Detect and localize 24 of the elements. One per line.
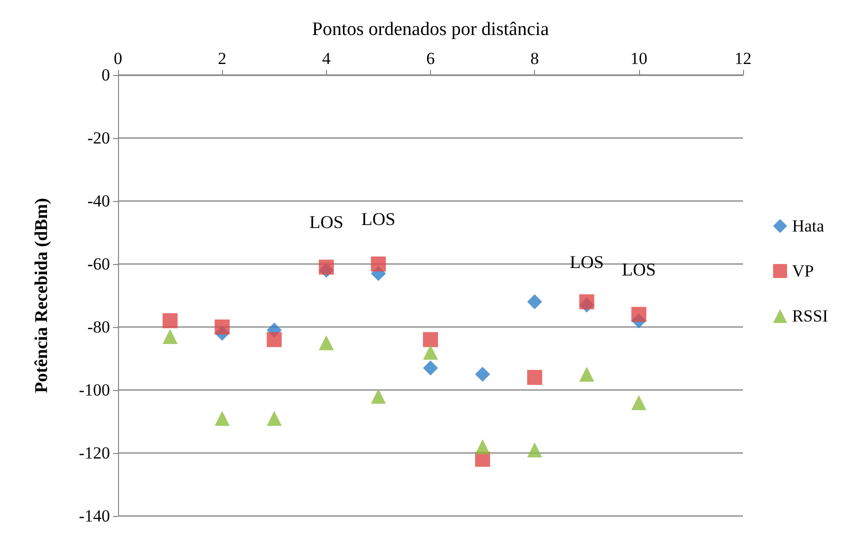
x-tick-label: 8 — [530, 49, 539, 68]
x-tick-label: 12 — [734, 49, 752, 68]
x-tick-label: 10 — [630, 49, 648, 68]
legend-label: Hata — [792, 216, 825, 236]
y-tick-label: -120 — [78, 444, 110, 462]
x-tick-label: 0 — [114, 49, 122, 68]
y-tick-label: -20 — [87, 128, 110, 148]
annotation: LOS — [570, 252, 604, 272]
x-tick-label: 2 — [218, 49, 226, 68]
annotation: LOS — [622, 259, 656, 280]
annotation: LOS — [361, 209, 396, 229]
x-tick-label: 6 — [426, 49, 435, 68]
annotation: LOS — [309, 212, 344, 232]
y-tick-label: -80 — [87, 318, 110, 336]
legend-label: VP — [792, 262, 814, 280]
x-axis-title: Pontos ordenados por distância — [312, 19, 550, 40]
y-tick-label: 0 — [102, 66, 110, 84]
y-tick-label: -140 — [78, 506, 110, 526]
x-tick-label: 4 — [322, 49, 332, 68]
y-axis-title: Potência Recebida (dBm) — [31, 198, 51, 393]
y-tick-label: -100 — [78, 380, 110, 400]
y-tick-label: -60 — [87, 254, 110, 274]
legend-label: RSSI — [792, 306, 828, 326]
y-tick-label: -40 — [87, 192, 110, 210]
